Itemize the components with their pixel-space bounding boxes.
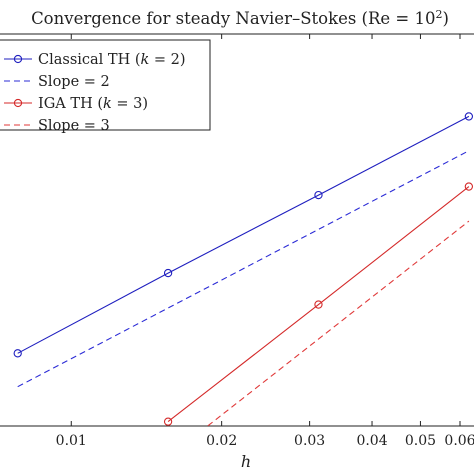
- legend-item-slope-2: Slope = 2: [4, 74, 110, 90]
- x-tick-label: 0.04: [356, 433, 387, 449]
- series-line-classical-th-k-2: [17, 115, 470, 354]
- legend-marker: [13, 98, 23, 108]
- x-axis-ticks: 0.01 0.02 0.03 0.04 0.05 0.06: [56, 34, 474, 449]
- series-line-slope-2: [17, 150, 470, 388]
- data-point-iga-th-k-3: [314, 300, 323, 309]
- series-line-slope-3: [206, 220, 470, 426]
- chart-title: Convergence for steady Navier–Stokes (Re…: [31, 8, 449, 28]
- x-tick-label: 0.03: [294, 433, 325, 449]
- legend-box: [0, 39, 211, 131]
- x-tick-label: 0.05: [405, 433, 436, 449]
- data-point-classical-th-k-2: [314, 190, 323, 200]
- x-tick-label: 0.01: [56, 433, 87, 449]
- legend-label: Slope = 3: [38, 118, 110, 134]
- data-point-classical-th-k-2: [13, 349, 22, 358]
- legend-item-slope-3: Slope = 3: [4, 118, 110, 134]
- legend-label: Slope = 2: [38, 74, 110, 90]
- legend-item-classical-th-k-2: Classical TH (k = 2): [4, 52, 186, 68]
- series-layer: [13, 112, 474, 426]
- data-point-iga-th-k-3: [464, 182, 474, 191]
- legend-marker: [13, 54, 23, 64]
- legend-label: Classical TH (k = 2): [38, 52, 186, 68]
- data-point-classical-th-k-2: [163, 268, 173, 278]
- x-tick-label: 0.02: [206, 433, 237, 449]
- series-line-iga-th-k-3: [167, 186, 470, 423]
- legend-item-iga-th-k-3: IGA TH (k = 3): [4, 96, 148, 112]
- legend: Classical TH (k = 2) Slope = 2 IGA TH (k =…: [0, 39, 211, 134]
- plot-frame: [0, 33, 474, 427]
- x-tick-label: 0.06: [444, 433, 474, 449]
- data-point-classical-th-k-2: [464, 112, 474, 121]
- x-axis-label: h: [241, 452, 251, 471]
- legend-label: IGA TH (k = 3): [38, 96, 148, 112]
- data-point-iga-th-k-3: [163, 417, 173, 426]
